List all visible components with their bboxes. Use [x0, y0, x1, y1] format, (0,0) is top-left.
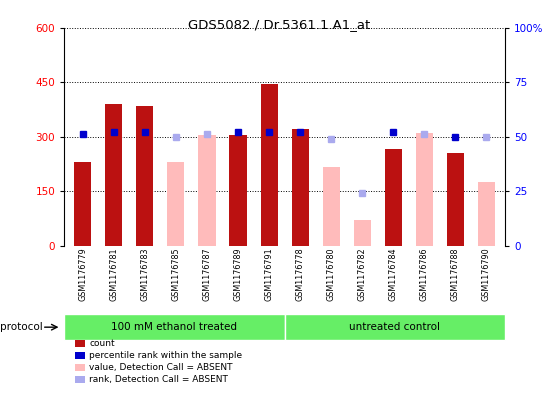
Text: GSM1176788: GSM1176788 [451, 248, 460, 301]
Bar [136, 106, 153, 246]
Bar [447, 153, 464, 246]
Bar [105, 104, 122, 246]
Bar [167, 162, 185, 246]
Bar [478, 182, 495, 246]
Text: count: count [89, 340, 115, 348]
Text: 100 mM ethanol treated: 100 mM ethanol treated [112, 322, 237, 332]
Bar [323, 167, 340, 246]
Text: protocol: protocol [0, 322, 43, 332]
Text: GSM1176790: GSM1176790 [482, 248, 491, 301]
Bar [285, 314, 505, 340]
Text: GSM1176784: GSM1176784 [389, 248, 398, 301]
Bar [74, 162, 92, 246]
Text: GSM1176791: GSM1176791 [264, 248, 273, 301]
Bar [199, 135, 215, 246]
Text: GSM1176782: GSM1176782 [358, 248, 367, 301]
Bar [416, 133, 433, 246]
Text: GSM1176780: GSM1176780 [326, 248, 336, 301]
Bar [292, 129, 309, 246]
Bar [229, 135, 247, 246]
Text: percentile rank within the sample: percentile rank within the sample [89, 351, 242, 360]
Text: GSM1176787: GSM1176787 [203, 248, 211, 301]
Text: GDS5082 / Dr.5361.1.A1_at: GDS5082 / Dr.5361.1.A1_at [188, 18, 370, 31]
Text: GSM1176786: GSM1176786 [420, 248, 429, 301]
Text: value, Detection Call = ABSENT: value, Detection Call = ABSENT [89, 363, 233, 372]
Text: GSM1176779: GSM1176779 [78, 248, 87, 301]
Bar [64, 314, 285, 340]
Bar [384, 149, 402, 246]
Bar [261, 84, 277, 246]
Text: GSM1176789: GSM1176789 [233, 248, 243, 301]
Text: rank, Detection Call = ABSENT: rank, Detection Call = ABSENT [89, 375, 228, 384]
Text: GSM1176778: GSM1176778 [296, 248, 305, 301]
Text: GSM1176783: GSM1176783 [141, 248, 150, 301]
Text: untreated control: untreated control [349, 322, 440, 332]
Text: GSM1176785: GSM1176785 [171, 248, 180, 301]
Text: GSM1176781: GSM1176781 [109, 248, 118, 301]
Bar [354, 220, 371, 246]
